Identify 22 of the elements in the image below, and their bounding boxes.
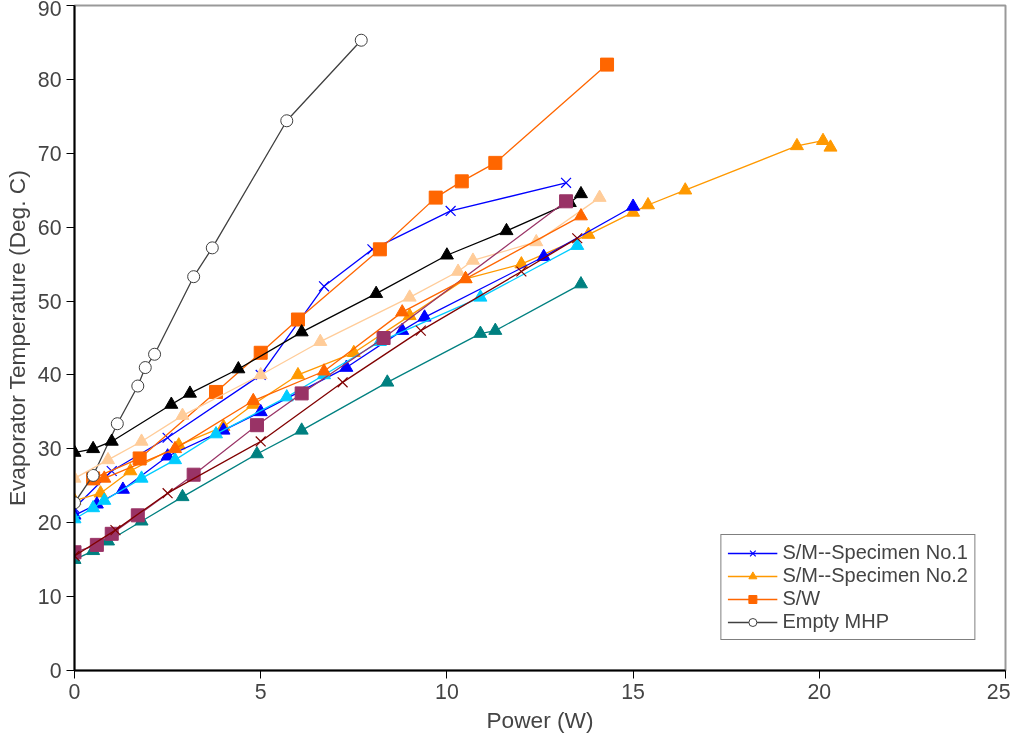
y-tick-label: 40: [37, 363, 62, 388]
x-tick-label: 0: [68, 679, 81, 704]
legend-label: Empty MHP: [782, 610, 890, 633]
legend-label: S/W: [782, 587, 821, 610]
y-tick-label: 70: [37, 141, 62, 166]
y-tick-label: 90: [37, 0, 62, 21]
x-tick-label: 5: [254, 679, 267, 704]
y-tick-label: 60: [37, 215, 62, 240]
x-tick-label: 20: [807, 679, 832, 704]
x-tick-label: 10: [435, 679, 459, 704]
x-tick-label: 25: [986, 679, 1011, 704]
y-tick-label: 20: [37, 511, 62, 536]
y-tick-label: 30: [37, 437, 62, 462]
legend-label: S/M--Specimen No.2: [782, 564, 968, 587]
x-tick-label: 15: [621, 679, 645, 704]
y-axis-title: Evaporator Temperature (Deg. C): [3, 170, 30, 507]
legend-label: S/M--Specimen No.1: [782, 541, 968, 564]
x-axis-title: Power (W): [486, 706, 594, 733]
y-tick-label: 50: [37, 289, 62, 314]
y-tick-label: 80: [37, 67, 62, 92]
y-tick-label: 10: [37, 585, 62, 610]
y-tick-label: 0: [49, 659, 62, 683]
